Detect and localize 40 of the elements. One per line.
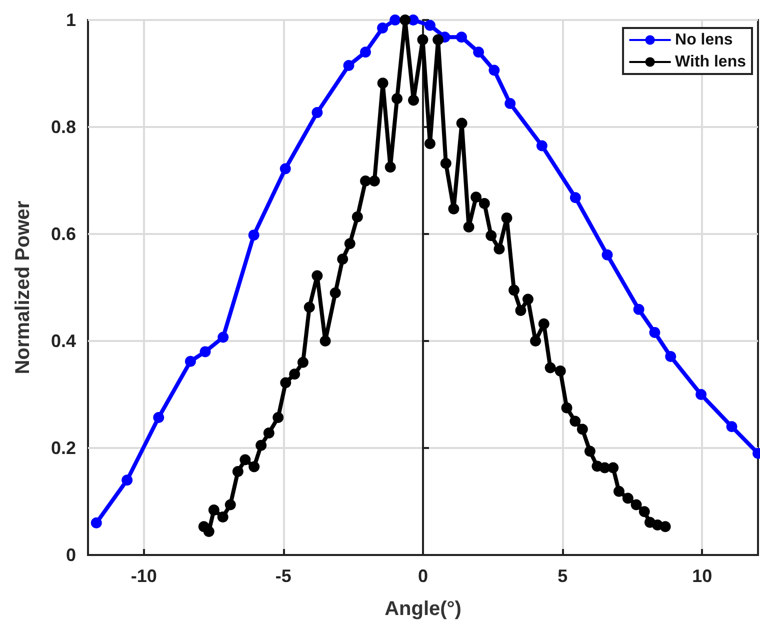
y-tick-label: 0 bbox=[66, 545, 76, 565]
point bbox=[377, 22, 388, 34]
legend-label: With lens bbox=[675, 54, 746, 70]
point bbox=[488, 64, 500, 76]
point bbox=[200, 346, 211, 358]
point bbox=[248, 230, 260, 241]
x-tick-label: -10 bbox=[130, 566, 157, 586]
point bbox=[536, 140, 548, 152]
x-tick-label: 10 bbox=[692, 566, 712, 586]
point bbox=[122, 474, 133, 486]
y-tick-label: 0.8 bbox=[50, 117, 76, 137]
point bbox=[456, 32, 468, 43]
y-tick-label: 0.2 bbox=[50, 438, 76, 458]
x-tick-label: 0 bbox=[418, 566, 428, 586]
point bbox=[665, 351, 676, 362]
legend-label: No lens bbox=[675, 32, 733, 48]
x-tick-label: -5 bbox=[275, 566, 292, 586]
point bbox=[570, 192, 581, 204]
point bbox=[90, 517, 102, 528]
y-axis-title: Normalized Power bbox=[12, 200, 34, 374]
point bbox=[312, 107, 323, 118]
point bbox=[280, 163, 291, 174]
point bbox=[390, 14, 401, 26]
point bbox=[473, 46, 484, 58]
point bbox=[360, 46, 371, 58]
y-tick-label: 1 bbox=[66, 10, 76, 30]
point bbox=[633, 304, 644, 315]
x-tick-label: 5 bbox=[558, 566, 568, 586]
point bbox=[218, 332, 229, 343]
y-tick-label: 0.4 bbox=[50, 331, 76, 351]
point bbox=[153, 412, 164, 423]
point bbox=[184, 356, 196, 367]
point bbox=[649, 326, 660, 338]
point bbox=[602, 249, 613, 260]
point bbox=[696, 389, 707, 400]
y-tick-label: 0.6 bbox=[50, 224, 76, 244]
x-axis-title: Angle(°) bbox=[384, 598, 462, 620]
point bbox=[343, 60, 354, 71]
point bbox=[726, 421, 738, 432]
point bbox=[504, 98, 516, 109]
